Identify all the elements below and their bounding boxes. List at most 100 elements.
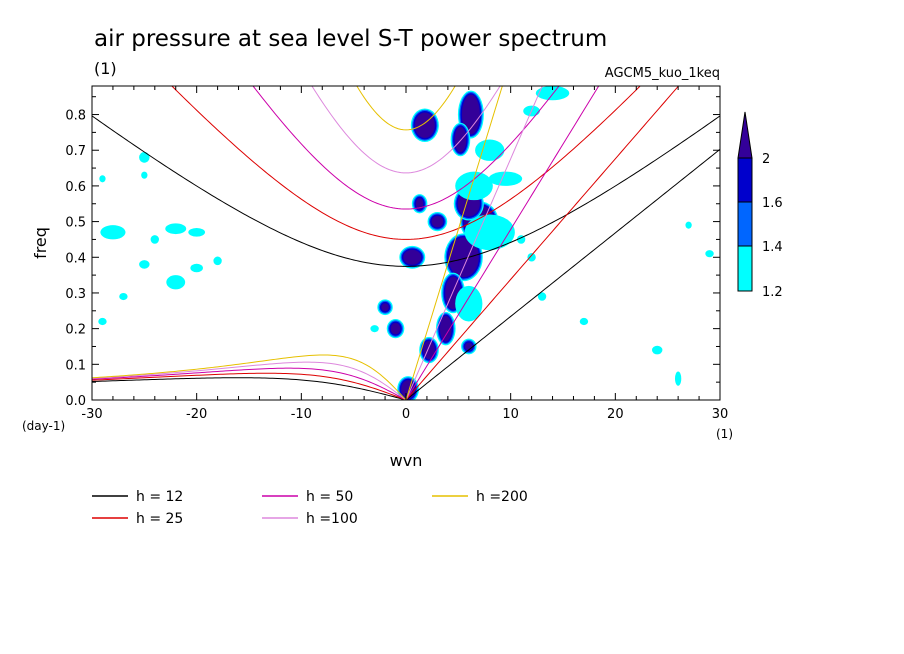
- y-tick-label: 0.8: [65, 109, 86, 124]
- y-axis-unit: (day-1): [22, 419, 65, 433]
- rossby-wave-line: [92, 354, 407, 400]
- colorbar-box: [737, 157, 753, 203]
- y-tick-label: 0.1: [65, 358, 86, 373]
- blob-outer: [150, 235, 159, 244]
- spectral-blob: [386, 319, 405, 339]
- blob-core: [403, 249, 422, 265]
- blob-outer: [188, 228, 206, 237]
- kelvin-wave-line: [405, 86, 503, 400]
- spectral-blob: [399, 245, 426, 269]
- y-tick-label: 0.0: [65, 394, 86, 409]
- blob-outer: [685, 221, 692, 229]
- blob-outer: [705, 250, 714, 258]
- blob-outer: [141, 171, 148, 179]
- spectral-blob: [150, 235, 159, 244]
- spectral-blob: [166, 275, 186, 290]
- spectral-blob: [411, 194, 428, 214]
- blob-outer: [190, 263, 203, 273]
- colorbar-label: 1.6: [762, 196, 783, 211]
- gravity-wave-line: [311, 86, 501, 174]
- axes: -30 -20 -10 0 10 20 30 0.0 0.1 0.2 0.3 0.4 0.5 0.6 0.7…: [65, 86, 728, 422]
- y-tick-label: 0.7: [65, 144, 86, 159]
- kelvin-wave-line: [405, 148, 720, 400]
- blob-outer: [370, 325, 379, 333]
- title-unit: (1): [94, 59, 117, 78]
- legend-label: h =200: [476, 489, 528, 505]
- rossby-wave-line: [92, 372, 407, 400]
- spectral-blob: [535, 86, 570, 101]
- spectral-blob: [453, 186, 484, 221]
- blob-outer: [166, 275, 186, 290]
- gravity-wave-line: [171, 86, 641, 240]
- spectral-blob: [705, 250, 714, 258]
- spectral-blob: [213, 256, 222, 266]
- blob-outer: [535, 86, 570, 101]
- spectral-blob: [427, 211, 448, 232]
- spectral-blob: [444, 233, 483, 282]
- spectral-blob: [377, 299, 393, 316]
- x-tick-label: -20: [186, 407, 207, 422]
- legend-label: h =100: [306, 511, 358, 527]
- spectral-blob: [419, 336, 439, 364]
- blob-outer: [455, 285, 483, 322]
- dispersion-curve-h100: [92, 86, 543, 400]
- spectral-blob: [119, 292, 128, 301]
- blob-outer: [213, 256, 222, 266]
- legend-entry: h = 50: [262, 489, 353, 505]
- spectral-blob: [461, 338, 477, 355]
- blob-outer: [139, 152, 150, 163]
- blob-outer: [464, 214, 515, 251]
- blob-core: [448, 237, 479, 278]
- gravity-wave-line: [92, 115, 720, 267]
- blob-core: [390, 323, 401, 335]
- dispersion-curves: [92, 86, 720, 400]
- dispersion-curve-h25: [92, 86, 680, 400]
- kelvin-wave-line: [405, 86, 680, 400]
- x-tick-label: -30: [81, 407, 102, 422]
- spectrum-features: [98, 86, 714, 400]
- spectral-blob: [685, 221, 692, 229]
- spectral-blob: [455, 285, 483, 322]
- dispersion-curve-h12: [92, 115, 720, 400]
- colorbar-label: 1.2: [762, 285, 783, 300]
- y-tick-label: 0.2: [65, 323, 86, 338]
- spectral-blob: [190, 263, 203, 273]
- blob-outer: [99, 175, 106, 183]
- legend-entry: h =100: [262, 511, 358, 527]
- colorbar-arrow: [737, 111, 753, 159]
- x-tick-label: -10: [291, 407, 312, 422]
- spectral-blob: [475, 139, 505, 161]
- x-axis-unit: (1): [716, 427, 733, 441]
- blob-core: [414, 112, 435, 139]
- blob-outer: [651, 345, 663, 355]
- spectral-blob: [139, 152, 150, 163]
- spectral-blob: [579, 317, 589, 326]
- x-tick-label: 20: [607, 407, 624, 422]
- blob-core: [431, 215, 444, 228]
- y-tick-label: 0.4: [65, 251, 86, 266]
- x-axis-label: wvn: [390, 451, 423, 470]
- blob-outer: [100, 225, 126, 240]
- legend-label: h = 50: [306, 489, 353, 505]
- rossby-wave-line: [92, 377, 407, 400]
- blob-outer: [119, 292, 128, 301]
- gravity-wave-line: [356, 86, 456, 131]
- rossby-wave-line: [92, 367, 407, 400]
- legend: h = 12 h = 25 h = 50 h =100 h =200: [92, 489, 528, 527]
- colorbar-label: 1.4: [762, 240, 783, 255]
- x-tick-label: 10: [502, 407, 519, 422]
- plot-area: [92, 86, 720, 400]
- dispersion-curve-h200: [92, 86, 503, 400]
- y-tick-label: 0.6: [65, 180, 86, 195]
- spectral-blob: [98, 317, 107, 326]
- chart-title: air pressure at sea level S-T power spec…: [94, 26, 607, 52]
- spectral-blob: [651, 345, 663, 355]
- spectral-blob: [488, 171, 523, 186]
- x-tick-label: 30: [712, 407, 729, 422]
- blob-outer: [98, 317, 107, 326]
- spectral-blob: [370, 325, 379, 333]
- blob-outer: [527, 252, 536, 262]
- blob-outer: [139, 260, 150, 269]
- blob-core: [465, 342, 473, 351]
- legend-label: h = 25: [136, 511, 183, 527]
